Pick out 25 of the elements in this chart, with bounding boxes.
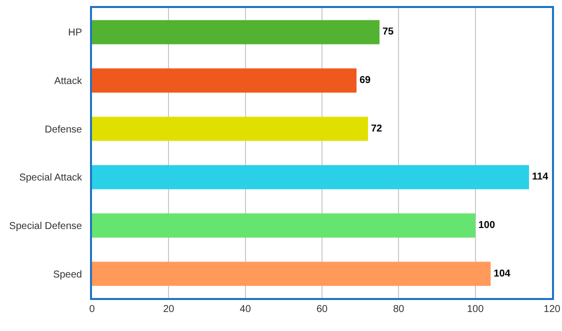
data-label: 100 xyxy=(478,220,496,231)
bar xyxy=(92,20,380,44)
x-tick-label: 20 xyxy=(163,304,175,315)
bar xyxy=(92,68,356,93)
bar xyxy=(92,213,476,238)
x-tick-label: 100 xyxy=(466,304,484,315)
data-label: 75 xyxy=(382,26,394,38)
x-tick-label: 40 xyxy=(240,304,252,315)
y-tick-label: Speed xyxy=(53,269,82,280)
data-label: 114 xyxy=(532,172,549,183)
data-label: 69 xyxy=(360,75,372,86)
x-tick-label: 80 xyxy=(393,304,405,315)
bar xyxy=(92,165,529,190)
data-label: 104 xyxy=(494,268,511,280)
x-tick-label: 120 xyxy=(544,304,561,315)
y-tick-label: Defense xyxy=(44,124,82,136)
bar xyxy=(92,116,368,141)
x-tick-label: 0 xyxy=(89,304,96,315)
data-label: 72 xyxy=(371,123,383,134)
y-tick-label: Special Defense xyxy=(9,221,82,232)
y-tick-label: Special Attack xyxy=(19,172,83,184)
x-tick-label: 60 xyxy=(316,304,328,315)
bar xyxy=(92,262,491,286)
y-tick-label: HP xyxy=(68,28,82,39)
y-tick-label: Attack xyxy=(54,76,83,87)
